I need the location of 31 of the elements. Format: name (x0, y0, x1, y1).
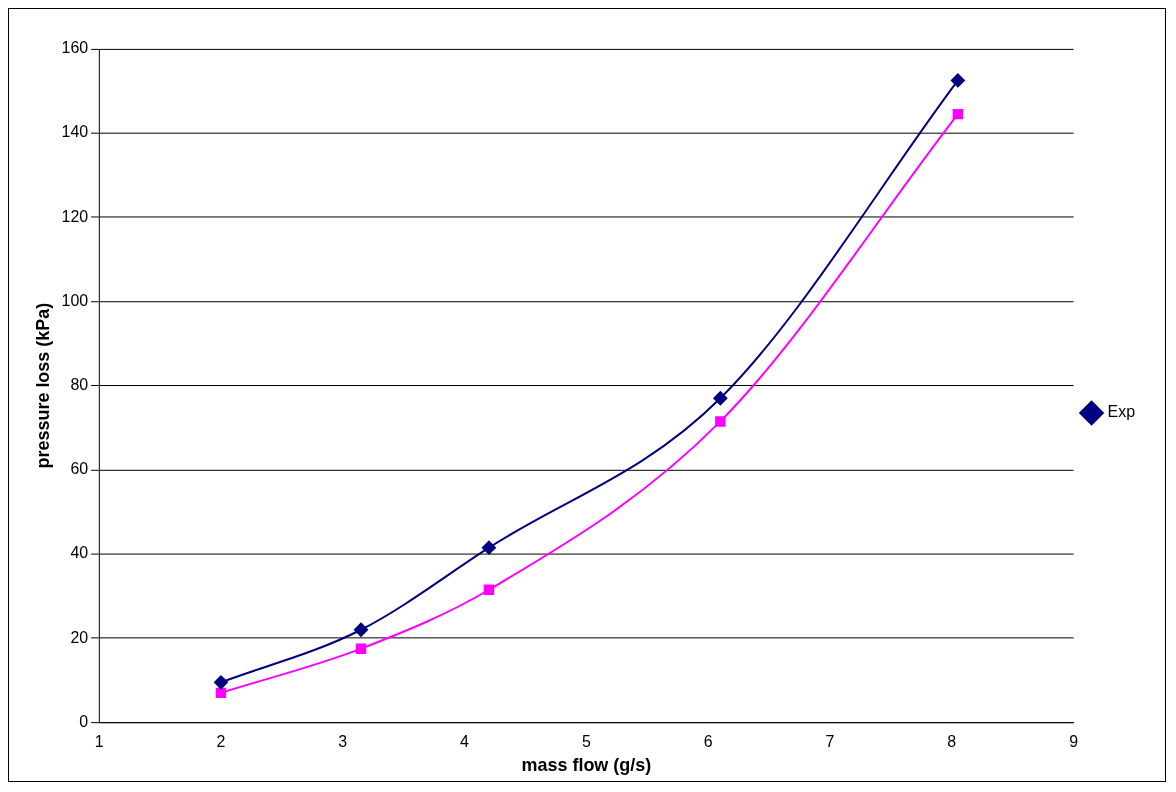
point (713, 391, 728, 406)
legend-label: Exp (1107, 403, 1136, 421)
x-tick-label: 9 (1069, 733, 1079, 751)
point (354, 622, 369, 637)
point (483, 584, 495, 595)
x-tick-label: 3 (338, 733, 348, 751)
x-tick-label: 2 (216, 733, 226, 751)
y-tick-label: 0 (79, 712, 89, 730)
x-tick-label: 6 (703, 733, 713, 751)
x-axis-title: mass flow (g/s) (521, 755, 652, 776)
point (213, 675, 228, 690)
point (950, 73, 965, 88)
x-tick-label: 8 (947, 733, 957, 751)
y-tick-label: 120 (61, 207, 89, 225)
point (215, 687, 227, 699)
point (355, 643, 367, 654)
y-tick-label: 40 (70, 544, 89, 562)
y-tick-label: 80 (70, 376, 89, 394)
x-tick-label: 5 (581, 733, 591, 751)
y-tick-label: 20 (70, 628, 89, 646)
y-axis-title: pressure loss (kPa) (32, 302, 53, 469)
y-tick-label: 160 (61, 39, 89, 57)
x-tick-label: 7 (825, 733, 835, 751)
x-tick-label: 4 (460, 733, 470, 751)
point (952, 108, 964, 120)
y-tick-label: 140 (61, 123, 89, 141)
point (715, 416, 726, 427)
point (481, 540, 496, 555)
y-tick-label: 100 (61, 291, 89, 309)
x-tick-label: 1 (94, 733, 104, 751)
y-tick-label: 60 (70, 460, 89, 478)
